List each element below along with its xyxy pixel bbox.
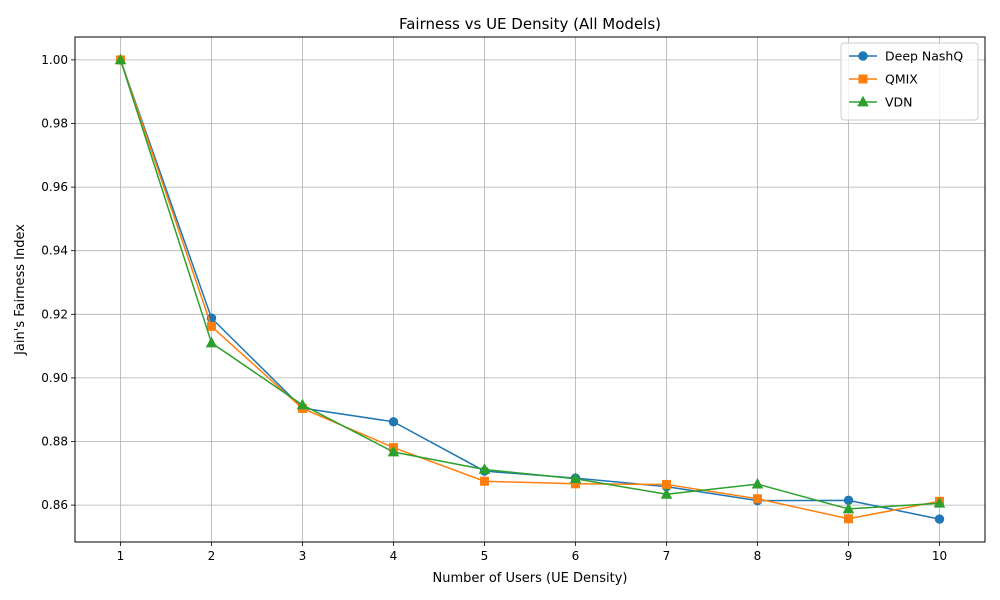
x-tick-label: 6	[572, 549, 580, 563]
data-point-marker	[660, 488, 673, 499]
data-point-marker	[296, 398, 309, 410]
series-line	[119, 59, 940, 510]
chart-title: Fairness vs UE Density (All Models)	[399, 15, 661, 33]
grid-layer	[75, 37, 985, 542]
x-tick-label: 2	[208, 549, 216, 563]
legend-item: QMIX	[849, 72, 918, 87]
legend-item: Deep NashQ	[849, 49, 963, 64]
data-point-marker	[934, 514, 945, 524]
x-tick-label: 7	[663, 549, 671, 563]
legend-marker-swatch	[858, 74, 868, 84]
y-tick-label: 1.00	[41, 53, 68, 67]
series-line	[119, 59, 940, 520]
legend-label: Deep NashQ	[885, 49, 963, 64]
plot-frame	[74, 36, 986, 543]
data-point-marker	[662, 479, 671, 489]
series-vdn	[114, 53, 946, 514]
data-point-marker	[205, 336, 218, 348]
legend-marker-swatch	[857, 95, 869, 107]
legend-item: VDN	[849, 95, 913, 110]
x-tick-label: 10	[932, 549, 947, 563]
series-layer	[114, 53, 946, 524]
y-axis-title: Jain's Fairness Index	[13, 224, 28, 356]
y-tick-label: 0.94	[41, 244, 68, 258]
data-point-marker	[751, 477, 764, 489]
data-point-marker	[933, 496, 946, 508]
x-tick-label: 8	[754, 549, 762, 563]
data-point-marker	[388, 417, 399, 427]
x-tick-label: 3	[299, 549, 307, 563]
data-point-marker	[569, 472, 582, 484]
tick-layer: 1 2 3 4 5 6 7 8 9 10 0.86 0.88 0.90 0.92 0.94 0.96 0.98 1…	[41, 53, 947, 563]
y-tick-label: 0.90	[41, 371, 68, 385]
data-point-marker	[478, 463, 491, 474]
data-point-marker	[387, 445, 400, 457]
y-tick-label: 0.86	[41, 498, 68, 512]
data-point-marker	[753, 494, 762, 504]
legend: Deep NashQ QMIX VDN	[840, 42, 979, 121]
y-tick-label: 0.92	[41, 307, 68, 321]
data-point-marker	[844, 514, 853, 524]
x-tick-label: 9	[845, 549, 853, 563]
data-point-marker	[842, 502, 855, 514]
x-tick-label: 4	[390, 549, 398, 563]
legend-label: QMIX	[885, 72, 918, 87]
data-point-marker	[207, 321, 216, 331]
legend-marker-swatch	[858, 51, 868, 61]
y-tick-label: 0.96	[41, 180, 68, 194]
y-tick-label: 0.88	[41, 435, 68, 449]
x-tick-label: 5	[481, 549, 489, 563]
y-tick-label: 0.98	[41, 116, 68, 130]
plot-area	[75, 37, 985, 542]
legend-label: VDN	[885, 95, 913, 110]
x-axis-title: Number of Users (UE Density)	[433, 571, 628, 586]
legend-box	[840, 42, 979, 121]
data-point-marker	[114, 53, 127, 65]
x-tick-label: 1	[117, 549, 125, 563]
data-point-marker	[480, 476, 489, 486]
